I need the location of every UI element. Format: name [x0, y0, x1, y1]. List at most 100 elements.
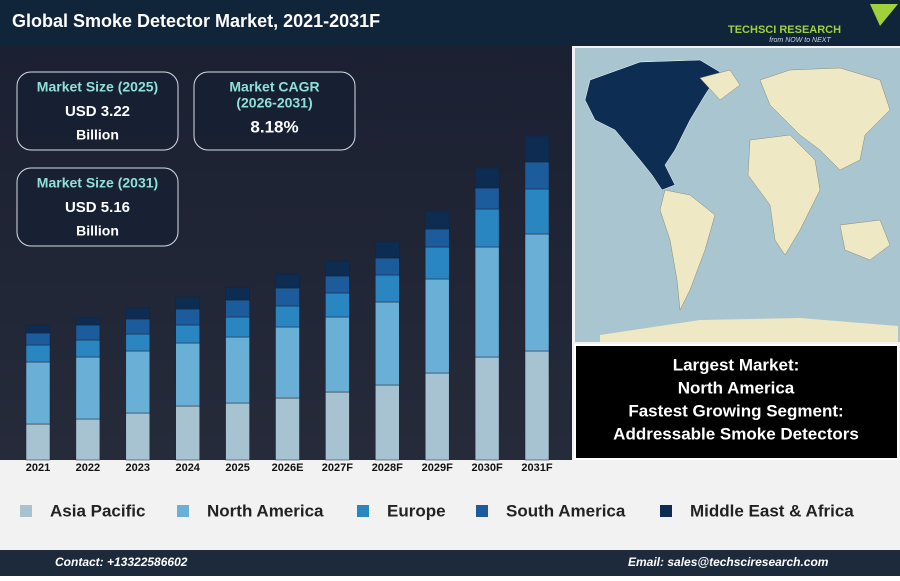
x-tick-label: 2026E	[272, 462, 304, 474]
x-tick-label: 2021	[26, 462, 50, 474]
kpi-label: Market Size (2031)	[37, 175, 158, 191]
bar-segment	[225, 336, 250, 404]
bar-segment	[275, 305, 300, 328]
bar-segment	[424, 228, 450, 248]
logo: TECHSCI RESEARCH	[728, 24, 841, 36]
bar-segment	[275, 326, 300, 399]
bar-segment	[375, 301, 400, 386]
x-tick-label: 2028F	[372, 462, 403, 474]
highlight-text: Largest Market:	[673, 355, 800, 374]
bar-segment	[225, 402, 250, 461]
bar-segment	[424, 246, 450, 280]
bar-segment	[125, 307, 151, 320]
kpi-value: 8.18%	[250, 117, 298, 136]
bar-segment	[524, 188, 550, 235]
title: Global Smoke Detector Market, 2021-2031F	[12, 11, 380, 31]
bar-segment	[175, 308, 200, 326]
bar-segment	[474, 208, 500, 248]
bar-segment	[25, 344, 51, 363]
kpi-box	[16, 167, 179, 247]
north-america	[584, 59, 721, 191]
kpi-label: Market Size (2025)	[37, 79, 158, 95]
highlight-box	[574, 344, 899, 460]
bar-segment	[125, 318, 151, 335]
bar-segment	[175, 324, 200, 344]
bar-segment	[225, 286, 250, 301]
x-tick-label: 2029F	[422, 462, 453, 474]
legend-swatch	[357, 505, 369, 517]
bar-segment	[375, 384, 400, 461]
bar-segment	[125, 350, 151, 414]
bar-segment	[125, 333, 151, 352]
bar-segment	[375, 241, 400, 259]
x-tick-label: 2024	[175, 462, 200, 474]
world-map	[575, 48, 900, 342]
greenland	[699, 69, 741, 101]
australia	[839, 219, 891, 261]
bar-segment	[175, 342, 200, 407]
logo-mark	[870, 4, 898, 26]
kpi-box	[16, 71, 179, 151]
bar-segment	[25, 361, 51, 425]
bar-segment	[275, 273, 300, 289]
bar-segment	[75, 339, 101, 358]
eurasia	[759, 67, 891, 171]
bar-segment	[524, 233, 550, 352]
tagline: from NOW to NEXT	[769, 37, 831, 44]
bar-segment	[524, 135, 550, 163]
footer-bar	[0, 550, 900, 576]
bar-segment	[325, 275, 350, 294]
bar-segment	[325, 316, 350, 393]
bar-segment	[474, 167, 500, 189]
bar-segment	[275, 397, 300, 461]
bar-segment	[75, 356, 101, 420]
bar-segment	[225, 316, 250, 338]
bar-segment	[424, 278, 450, 374]
bar-segment	[75, 317, 101, 326]
legend-label: Europe	[387, 501, 446, 520]
south-america	[659, 189, 716, 311]
bar-segment	[325, 292, 350, 318]
legend-label: Middle East & Africa	[690, 501, 854, 520]
x-tick-label: 2027F	[322, 462, 353, 474]
africa	[747, 134, 821, 256]
header-bar	[0, 0, 900, 46]
kpi-value: USD 5.16	[65, 199, 130, 216]
legend-label: Asia Pacific	[50, 501, 145, 520]
bar-segment	[474, 187, 500, 210]
contact: Contact: +13322586602	[55, 555, 188, 569]
legend-swatch	[20, 505, 32, 517]
highlight-text: North America	[678, 378, 795, 397]
x-tick-label: 2023	[126, 462, 150, 474]
antarctica	[600, 318, 898, 342]
legend-label: North America	[207, 501, 324, 520]
kpi-unit: Billion	[76, 127, 119, 143]
bar-segment	[75, 324, 101, 341]
bar-segment	[25, 332, 51, 346]
x-tick-label: 2030F	[471, 462, 502, 474]
kpi-box	[193, 71, 356, 151]
legend-swatch	[177, 505, 189, 517]
x-tick-label: 2031F	[521, 462, 552, 474]
bar-segment	[375, 257, 400, 276]
bar-segment	[125, 412, 151, 461]
bar-segment	[474, 356, 500, 461]
bar-segment	[424, 210, 450, 230]
bar-segment	[424, 372, 450, 461]
bar-segment	[175, 405, 200, 461]
bar-segment	[325, 391, 350, 461]
bar-segment	[524, 161, 550, 190]
x-tick-label: 2025	[225, 462, 249, 474]
legend-swatch	[660, 505, 672, 517]
kpi-label: Market CAGR	[229, 79, 319, 95]
highlight-text: Fastest Growing Segment:	[628, 401, 843, 420]
legend-label: South America	[506, 501, 626, 520]
bar-segment	[75, 418, 101, 461]
bar-segment	[25, 423, 51, 461]
kpi-unit: Billion	[76, 223, 119, 239]
bar-segment	[375, 274, 400, 303]
bar-segment	[325, 260, 350, 277]
highlight-text: Addressable Smoke Detectors	[613, 424, 859, 443]
bar-segment	[25, 324, 51, 334]
